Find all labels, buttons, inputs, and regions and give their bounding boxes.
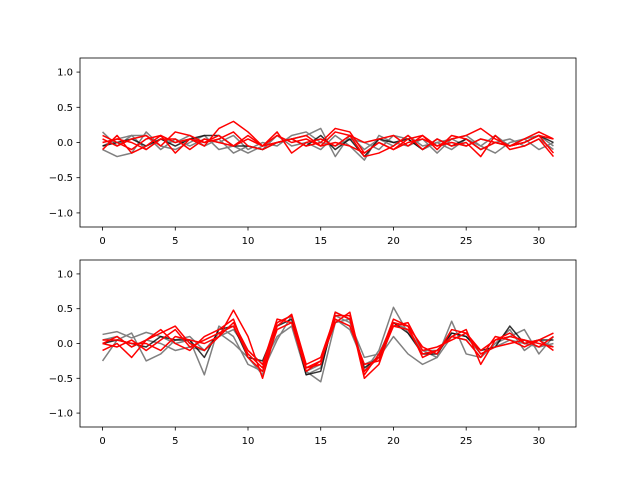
x-tick-label: 25 [460, 436, 473, 447]
y-tick-label: −1.0 [49, 208, 73, 219]
y-tick-label: 0.5 [57, 103, 73, 114]
x-tick-label: 20 [387, 436, 400, 447]
series-line-red-7 [102, 314, 554, 369]
x-tick-label: 10 [242, 236, 255, 247]
y-tick-label: 0.0 [57, 339, 73, 350]
subplot-bottom: 0 5 10 15 20 25 30 −1.0 −0.5 0.0 0.5 1.0 [49, 259, 577, 447]
x-tick-label: 25 [460, 236, 473, 247]
x-tick-label: 10 [242, 436, 255, 447]
y-tick-label: 1.0 [57, 269, 73, 280]
series-line-red-4 [102, 120, 554, 154]
x-tick-label: 0 [99, 436, 105, 447]
series-group [102, 120, 555, 161]
subplot-top: 0 5 10 15 20 25 30 −1.0 −0.5 0.0 0.5 1.0 [49, 57, 577, 247]
plots-container: 0 5 10 15 20 25 30 −1.0 −0.5 0.0 0.5 1.0 0 5 10 15 20 25 3… [49, 57, 577, 447]
y-tick-label: 0.5 [57, 304, 73, 315]
y-tick-label: −0.5 [49, 173, 73, 184]
y-tick-label: −0.5 [49, 374, 73, 385]
x-tick-label: 30 [533, 436, 546, 447]
x-tick-label: 0 [99, 236, 105, 247]
x-tick-label: 30 [533, 236, 546, 247]
series-line-red-5 [102, 131, 555, 158]
series-line-red-7 [102, 134, 555, 154]
series-group [101, 306, 555, 383]
series-line-red-6 [102, 131, 554, 151]
x-tick-label: 15 [314, 436, 327, 447]
x-tick-label: 5 [172, 236, 178, 247]
x-tick-label: 5 [172, 436, 178, 447]
y-tick-label: 0.0 [57, 138, 73, 149]
y-tick-label: 1.0 [57, 68, 73, 79]
x-tick-label: 15 [314, 236, 327, 247]
y-tick-label: −1.0 [49, 409, 73, 420]
x-tick-label: 20 [387, 236, 400, 247]
